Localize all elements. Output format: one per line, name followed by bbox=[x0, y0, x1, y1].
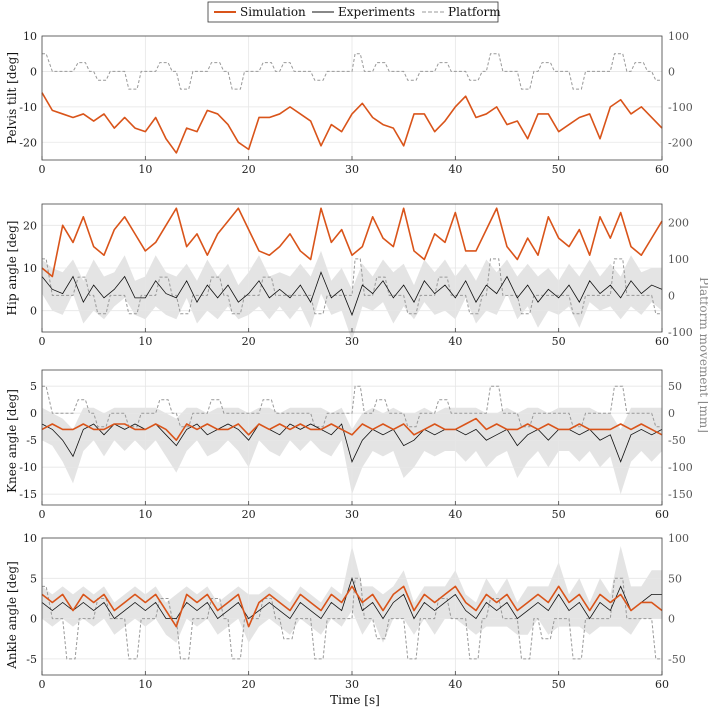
pelvis-tilt-xtick-20: 20 bbox=[242, 163, 256, 176]
ankle-angle-ytick--5: -5 bbox=[26, 653, 37, 666]
knee-angle-xtick-40: 40 bbox=[448, 508, 462, 521]
pelvis-tilt-y2tick-100: 100 bbox=[668, 30, 689, 43]
knee-angle-xtick-50: 50 bbox=[552, 508, 566, 521]
knee-angle-ytick-0: 0 bbox=[30, 407, 37, 420]
ankle-angle-experiments-line bbox=[41, 576, 662, 620]
hip-angle-ytick-10: 10 bbox=[23, 262, 37, 275]
hip-angle-xtick-10: 10 bbox=[138, 335, 152, 348]
knee-angle-xtick-60: 60 bbox=[655, 508, 669, 521]
knee-angle-y2tick--100: -100 bbox=[668, 461, 693, 474]
knee-angle-y2tick--50: -50 bbox=[668, 434, 686, 447]
ankle-angle-ytick-5: 5 bbox=[30, 572, 37, 585]
ylabel-pelvis-tilt: Pelvis tilt [deg] bbox=[5, 52, 19, 144]
ankle-angle-y2tick-0: 0 bbox=[668, 613, 675, 626]
legend-label-simulation: Simulation bbox=[240, 5, 306, 19]
ankle-angle-xtick-50: 50 bbox=[552, 678, 566, 691]
knee-angle-y2tick-0: 0 bbox=[668, 407, 675, 420]
hip-angle-simulation-line bbox=[41, 207, 663, 278]
panel-hip-angle: Hip angle [deg] 0 10 20 30 40 50 60 0 10 20 -100 0 1… bbox=[5, 203, 693, 348]
hip-angle-ytick-20: 20 bbox=[23, 219, 37, 232]
hip-angle-platform-line bbox=[42, 258, 662, 315]
ankle-angle-y2tick-100: 100 bbox=[668, 532, 689, 545]
legend-label-experiments: Experiments bbox=[338, 5, 415, 19]
pelvis-tilt-xtick-0: 0 bbox=[39, 163, 46, 176]
hip-angle-xtick-40: 40 bbox=[448, 335, 462, 348]
ankle-angle-simulation-line bbox=[41, 585, 663, 628]
ankle-angle-xtick-30: 30 bbox=[345, 678, 359, 691]
ankle-angle-ytick-10: 10 bbox=[23, 532, 37, 545]
hip-angle-xtick-30: 30 bbox=[345, 335, 359, 348]
panel-ankle-angle: Ankle angle [deg] 0 10 20 30 40 50 60-50510-50… bbox=[5, 532, 689, 691]
hip-angle-y2tick-100: 100 bbox=[668, 253, 689, 266]
knee-angle-ytick-5: 5 bbox=[30, 380, 37, 393]
hip-angle-experiments-line bbox=[41, 271, 663, 317]
right-axis-label: Platform movement [mm] bbox=[697, 277, 708, 433]
pelvis-tilt-xtick-30: 30 bbox=[345, 163, 359, 176]
knee-angle-xtick-10: 10 bbox=[138, 508, 152, 521]
hip-angle-ytick-0: 0 bbox=[30, 305, 37, 318]
knee-angle-ytick--10: -10 bbox=[19, 461, 37, 474]
hip-angle-xtick-60: 60 bbox=[655, 335, 669, 348]
knee-angle-ytick--15: -15 bbox=[19, 488, 37, 501]
pelvis-tilt-xtick-40: 40 bbox=[448, 163, 462, 176]
ankle-angle-platform-line bbox=[42, 577, 662, 660]
ankle-angle-xtick-0: 0 bbox=[39, 678, 46, 691]
ankle-angle-xtick-10: 10 bbox=[138, 678, 152, 691]
hip-angle-xtick-0: 0 bbox=[39, 335, 46, 348]
ankle-angle-xtick-40: 40 bbox=[448, 678, 462, 691]
pelvis-tilt-xtick-60: 60 bbox=[655, 163, 669, 176]
hip-angle-y2tick-0: 0 bbox=[668, 289, 675, 302]
ankle-angle-xtick-60: 60 bbox=[655, 678, 669, 691]
legend-label-platform: Platform bbox=[448, 5, 501, 19]
knee-angle-platform-line bbox=[42, 385, 662, 428]
ankle-angle-ytick-0: 0 bbox=[30, 613, 37, 626]
ylabel-ankle-angle: Ankle angle [deg] bbox=[5, 561, 19, 670]
knee-angle-y2tick-50: 50 bbox=[668, 380, 682, 393]
ankle-angle-y2tick-50: 50 bbox=[668, 572, 682, 585]
pelvis-tilt-y2tick--100: -100 bbox=[668, 101, 693, 114]
hip-angle-xtick-50: 50 bbox=[552, 335, 566, 348]
hip-angle-y2tick--100: -100 bbox=[668, 326, 693, 339]
hip-angle-xtick-20: 20 bbox=[242, 335, 256, 348]
ankle-angle-xtick-20: 20 bbox=[242, 678, 256, 691]
pelvis-tilt-ytick-0: 0 bbox=[30, 65, 37, 78]
panel-knee-angle: Knee angle [deg] 0 10 20 30 40 50 60-15-10-505… bbox=[5, 369, 693, 521]
pelvis-tilt-xtick-50: 50 bbox=[552, 163, 566, 176]
pelvis-tilt-ytick--20: -20 bbox=[19, 136, 37, 149]
knee-angle-xtick-20: 20 bbox=[242, 508, 256, 521]
pelvis-tilt-ytick--10: -10 bbox=[19, 101, 37, 114]
legend: Simulation Experiments Platform bbox=[207, 1, 501, 23]
ankle-angle-y2tick--50: -50 bbox=[668, 653, 686, 666]
knee-angle-simulation-line bbox=[41, 417, 663, 442]
pelvis-tilt-simulation-line bbox=[41, 92, 663, 154]
xlabel: Time [s] bbox=[330, 693, 380, 707]
pelvis-tilt-y2tick-0: 0 bbox=[668, 65, 675, 78]
panel-pelvis-tilt: Pelvis tilt [deg] 0 10 20 30 40 50 60-20-10010… bbox=[5, 30, 693, 176]
knee-angle-xtick-30: 30 bbox=[345, 508, 359, 521]
knee-angle-y2tick--150: -150 bbox=[668, 488, 693, 501]
hip-angle-y2tick-200: 200 bbox=[668, 216, 689, 229]
knee-angle-xtick-0: 0 bbox=[39, 508, 46, 521]
ylabel-knee-angle: Knee angle [deg] bbox=[5, 389, 19, 493]
legend-box bbox=[207, 1, 499, 23]
pelvis-tilt-xtick-10: 10 bbox=[138, 163, 152, 176]
pelvis-tilt-ytick-10: 10 bbox=[23, 30, 37, 43]
pelvis-tilt-y2tick--200: -200 bbox=[668, 136, 693, 149]
pelvis-tilt-platform-line bbox=[42, 53, 662, 90]
ylabel-hip-angle: Hip angle [deg] bbox=[5, 221, 19, 316]
knee-angle-ytick--5: -5 bbox=[26, 434, 37, 447]
